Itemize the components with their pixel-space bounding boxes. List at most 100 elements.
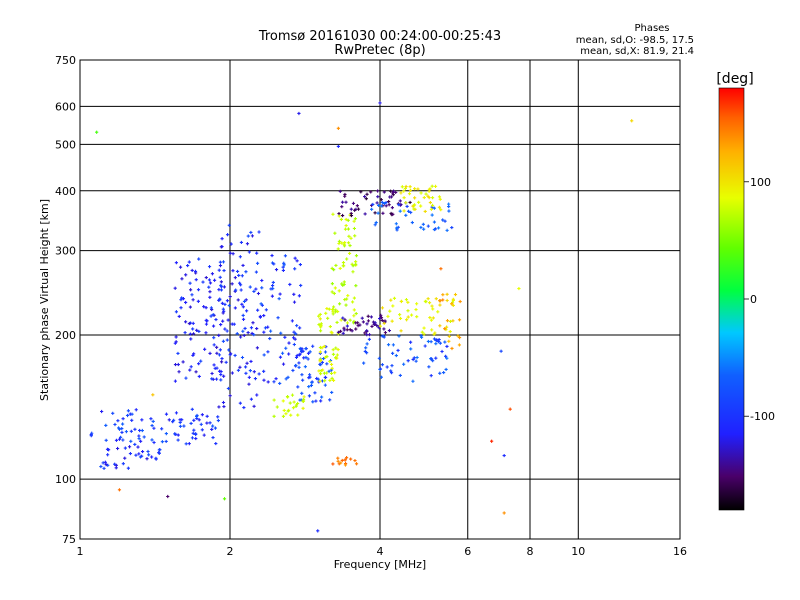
data-point [346, 294, 350, 298]
data-point [358, 323, 362, 327]
data-point [404, 201, 408, 205]
data-point [436, 310, 440, 314]
data-point [220, 301, 225, 305]
data-point [171, 418, 176, 422]
data-point [212, 278, 217, 282]
data-point [410, 220, 414, 225]
y-axis-label: Stationary phase Virtual Height [km] [38, 199, 51, 401]
data-point [247, 250, 251, 254]
data-point [252, 404, 256, 408]
data-point [247, 382, 251, 386]
data-point [220, 356, 224, 361]
data-point [402, 362, 406, 366]
data-point [256, 308, 260, 312]
data-point [430, 196, 435, 200]
data-point [121, 462, 125, 466]
data-point [142, 435, 146, 439]
data-point [173, 341, 177, 345]
data-point [164, 412, 169, 416]
data-point [335, 320, 339, 325]
data-point [372, 322, 376, 326]
data-point [364, 197, 368, 201]
data-point [219, 373, 223, 377]
data-point [211, 435, 215, 440]
data-point [188, 332, 192, 336]
data-point [228, 251, 232, 255]
data-point [297, 353, 301, 357]
data-point [340, 458, 344, 463]
data-point [447, 209, 451, 213]
data-point [327, 307, 331, 311]
data-point [197, 257, 201, 261]
data-point [233, 276, 237, 280]
data-point [415, 315, 419, 319]
data-point [356, 207, 361, 211]
data-point [104, 462, 108, 467]
data-point [447, 204, 451, 209]
data-point [343, 192, 347, 197]
data-point [363, 212, 367, 216]
data-point [344, 217, 348, 222]
data-point [191, 327, 195, 331]
data-point [354, 327, 358, 331]
data-point [380, 363, 385, 367]
data-point [404, 298, 409, 302]
data-point [414, 359, 418, 363]
data-point [117, 488, 122, 492]
data-point [445, 298, 449, 303]
data-point [194, 278, 198, 282]
data-point [107, 448, 111, 452]
data-point [284, 412, 288, 416]
data-point [437, 205, 442, 209]
data-point [207, 278, 212, 282]
data-point [330, 282, 334, 286]
data-point [197, 418, 201, 422]
data-point [337, 289, 341, 293]
data-point [382, 327, 386, 331]
data-point [223, 327, 227, 331]
data-point [184, 300, 188, 305]
data-point [387, 203, 391, 207]
data-point [288, 282, 292, 287]
data-point [345, 297, 349, 301]
data-point [376, 211, 380, 215]
data-point [344, 223, 348, 228]
data-point [178, 265, 183, 269]
data-point [114, 438, 119, 442]
data-point [375, 201, 379, 205]
data-point [307, 385, 311, 389]
data-point [230, 371, 234, 375]
data-point [215, 351, 219, 355]
data-point [408, 188, 413, 192]
data-point [429, 374, 433, 378]
data-point [356, 324, 360, 328]
data-point [439, 267, 443, 271]
data-point [123, 456, 127, 460]
data-point [416, 187, 420, 191]
data-point [208, 281, 213, 285]
data-point [363, 194, 367, 199]
data-point [339, 461, 343, 465]
data-point [264, 308, 268, 312]
data-point [211, 324, 216, 328]
data-point [240, 302, 244, 306]
data-point [394, 222, 398, 226]
data-point [430, 328, 434, 332]
data-point [117, 437, 122, 441]
data-point [190, 407, 194, 411]
data-point [376, 325, 381, 329]
data-point [118, 435, 123, 439]
data-point [349, 457, 353, 461]
data-point [332, 291, 336, 296]
data-point [338, 189, 342, 193]
data-point [272, 414, 276, 418]
data-point [409, 210, 413, 215]
data-point [508, 407, 512, 411]
data-point [278, 292, 282, 296]
data-point [183, 331, 187, 335]
data-point [238, 401, 242, 405]
data-point [438, 303, 442, 307]
data-point [376, 195, 380, 199]
data-point [365, 333, 369, 337]
data-point [195, 328, 199, 332]
